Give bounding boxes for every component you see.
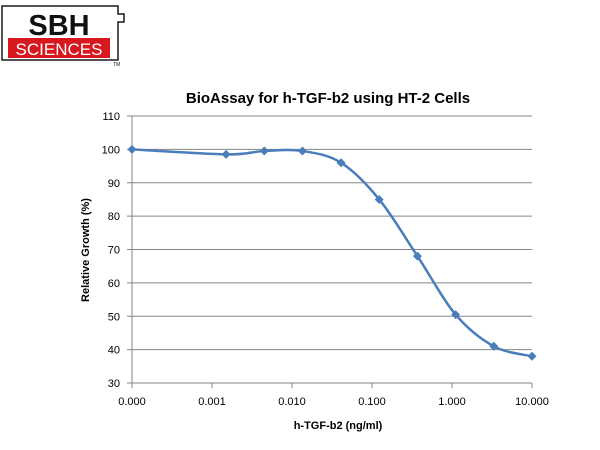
y-tick-label: 40 — [108, 345, 120, 357]
x-tick-label: 0.010 — [278, 396, 306, 408]
data-point-marker — [412, 251, 422, 261]
x-ticks: 0.000 0.001 0.010 0.100 1.000 10.000 — [118, 383, 549, 408]
logo-top-text: SBH — [28, 10, 89, 42]
series-line — [131, 148, 533, 358]
x-tick-label: 10.000 — [515, 396, 549, 408]
y-tick-label: 50 — [108, 311, 120, 323]
y-tick-label: 60 — [108, 278, 120, 290]
x-tick-label: 1.000 — [438, 396, 466, 408]
data-point-marker — [297, 146, 307, 156]
y-tick-label: 30 — [108, 378, 120, 390]
gridlines — [132, 115, 532, 351]
y-tick-label: 100 — [102, 144, 120, 156]
x-tick-label: 0.100 — [358, 396, 386, 408]
y-tick-label: 80 — [108, 211, 120, 223]
data-point-marker — [489, 341, 499, 351]
data-point-marker — [336, 158, 346, 168]
x-axis-title: h-TGF-b2 (ng/ml) — [294, 420, 383, 432]
logo-red-band — [8, 38, 110, 58]
logo-bottom-text: SCIENCES — [16, 40, 103, 59]
y-tick-label: 70 — [108, 245, 120, 257]
y-ticks: 30 40 50 60 70 80 90 100 110 — [102, 111, 132, 390]
y-axis-title: Relative Growth (%) — [80, 198, 92, 302]
y-tick-label: 110 — [102, 111, 120, 123]
data-point-marker — [527, 351, 537, 361]
data-point-marker — [259, 146, 269, 156]
y-tick-label: 90 — [108, 178, 120, 190]
x-tick-label: 0.000 — [118, 396, 146, 408]
data-point-marker — [221, 149, 231, 159]
x-tick-label: 0.001 — [198, 396, 226, 408]
logo-trademark: TM — [113, 62, 120, 68]
sbh-sciences-logo: SBH SCIENCES TM — [1, 5, 125, 68]
series-markers — [127, 144, 537, 361]
data-point-marker — [374, 194, 384, 204]
chart-title: BioAssay for h-TGF-b2 using HT-2 Cells — [186, 90, 470, 107]
data-point-marker — [451, 310, 461, 320]
data-point-marker — [127, 144, 137, 154]
